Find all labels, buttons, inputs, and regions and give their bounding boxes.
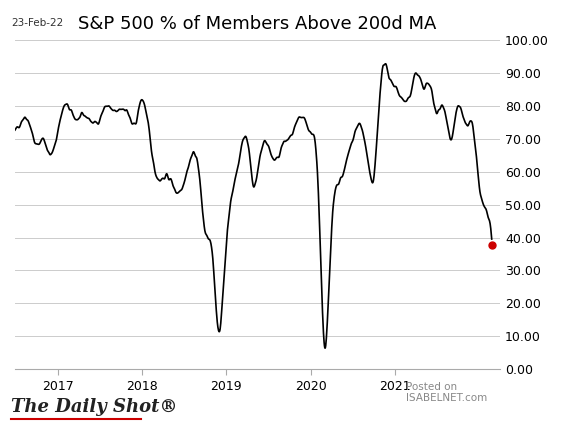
Text: Posted on
ISABELNET.com: Posted on ISABELNET.com [406,381,487,403]
Text: The Daily Shot®: The Daily Shot® [11,398,178,416]
Title: S&P 500 % of Members Above 200d MA: S&P 500 % of Members Above 200d MA [78,15,437,33]
Text: 23-Feb-22: 23-Feb-22 [11,18,64,28]
